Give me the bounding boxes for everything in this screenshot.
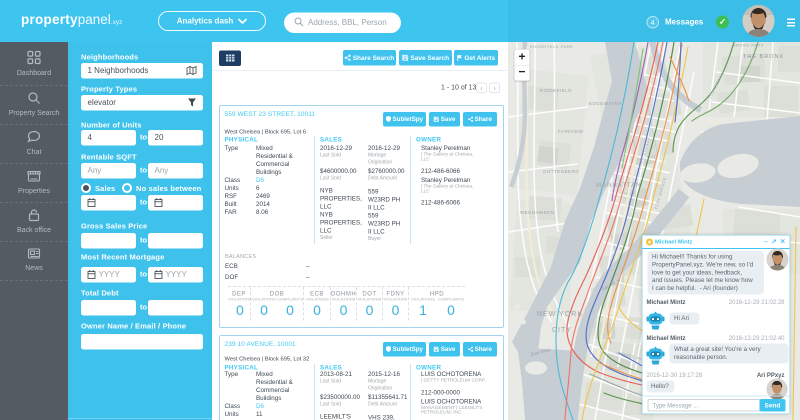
- svg-text:RIDGEFIELD: RIDGEFIELD: [540, 88, 572, 93]
- svg-text:FAIRVIEW: FAIRVIEW: [558, 129, 584, 134]
- svg-text:MYRTLE AV: MYRTLE AV: [616, 350, 643, 361]
- svg-text:RIDGEFIELD PARK: RIDGEFIELD PARK: [530, 44, 573, 49]
- svg-text:THE BRONX: THE BRONX: [743, 54, 784, 60]
- svg-text:MANHATTAN: MANHATTAN: [596, 183, 641, 189]
- svg-text:NEW YORK: NEW YORK: [537, 311, 583, 318]
- svg-text:CITY: CITY: [552, 327, 572, 334]
- svg-text:BRONX PARK: BRONX PARK: [733, 43, 764, 48]
- svg-text:EDGEWATER: EDGEWATER: [589, 101, 622, 106]
- svg-text:WEEHAWKEN: WEEHAWKEN: [520, 210, 554, 215]
- svg-text:GUTTENBERG: GUTTENBERG: [543, 169, 579, 174]
- svg-text:East River: East River: [530, 347, 552, 357]
